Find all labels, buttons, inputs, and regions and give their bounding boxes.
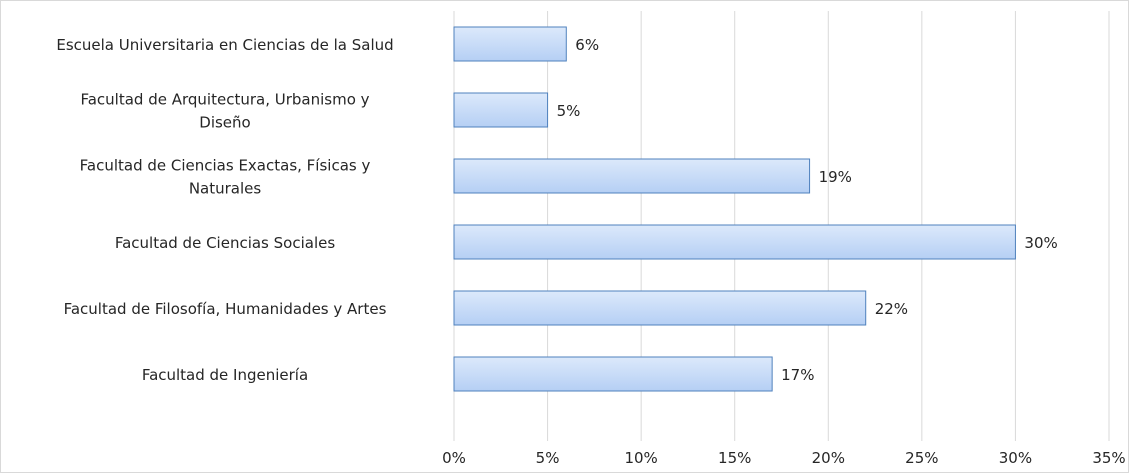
data-label: 30% <box>1024 234 1057 252</box>
bars <box>453 26 1016 392</box>
x-tick-label: 0% <box>442 449 466 467</box>
bar <box>453 356 773 392</box>
data-label: 6% <box>575 36 599 54</box>
data-label: 19% <box>819 168 852 186</box>
data-label: 22% <box>875 300 908 318</box>
category-label: Facultad de Arquitectura, Urbanismo y Dis… <box>80 91 369 132</box>
category-label: Escuela Universitaria en Ciencias de la … <box>56 36 393 54</box>
bar <box>453 290 867 326</box>
category-label: Facultad de Ingeniería <box>142 366 308 384</box>
data-label: 5% <box>557 102 581 120</box>
x-tick-label: 15% <box>718 449 751 467</box>
bar <box>453 158 811 194</box>
x-tick-label: 5% <box>536 449 560 467</box>
data-labels: 6% 5% 19% 30% 22% 17% <box>557 36 1058 384</box>
x-axis-tick-labels: 0% 5% 10% 15% 20% 25% 30% 35% <box>442 449 1126 467</box>
x-tick-label: 30% <box>999 449 1032 467</box>
x-tick-label: 20% <box>812 449 845 467</box>
category-labels: Escuela Universitaria en Ciencias de la … <box>56 36 393 384</box>
category-label: Facultad de Ciencias Sociales <box>115 234 336 252</box>
x-tick-label: 10% <box>624 449 657 467</box>
data-label: 17% <box>781 366 814 384</box>
x-tick-label: 25% <box>905 449 938 467</box>
category-label: Facultad de Filosofía, Humanidades y Art… <box>64 300 387 318</box>
bar <box>453 224 1016 260</box>
x-tick-label: 35% <box>1092 449 1125 467</box>
bar <box>453 26 567 62</box>
bar <box>453 92 549 128</box>
